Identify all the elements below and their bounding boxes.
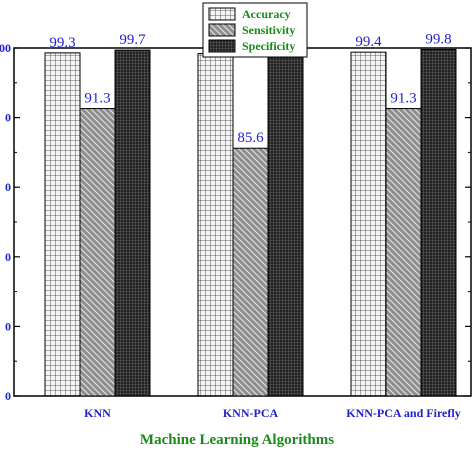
data-label-specificity-1: 99.7 <box>119 32 146 48</box>
bar-specificity-3 <box>420 48 457 397</box>
y-tick-label: 0 <box>5 389 11 403</box>
data-label-accuracy-3: 99.4 <box>355 34 382 50</box>
legend-label-sensitivity: Sensitivity <box>242 23 295 37</box>
legend-label-specificity: Specificity <box>242 39 295 53</box>
data-label-sensitivity-3: 91.3 <box>390 91 416 107</box>
x-axis-label: Machine Learning Algorithms <box>140 432 334 448</box>
x-tick-label: KNN-PCA <box>223 406 279 420</box>
y-tick-label: 0 <box>5 180 11 194</box>
data-label-accuracy-1: 99.3 <box>49 35 75 51</box>
bar-sensitivity-3 <box>385 108 422 397</box>
legend-label-accuracy: Accuracy <box>242 7 291 21</box>
x-tick-label: KNN-PCA and Firefly <box>346 406 460 420</box>
x-tick-labels: KNN KNN-PCA KNN-PCA and Firefly <box>84 406 461 420</box>
y-tick-label: 0 <box>5 250 11 264</box>
bar-accuracy-2 <box>197 53 234 397</box>
y-tick-label: 0 <box>5 319 11 333</box>
bar-accuracy-1 <box>44 52 81 397</box>
bar-sensitivity-1 <box>79 108 116 397</box>
y-tick-label: 0 <box>5 111 11 125</box>
bars-group <box>44 48 457 397</box>
bar-sensitivity-2 <box>232 147 269 397</box>
legend-swatch-sensitivity <box>208 23 236 37</box>
data-label-specificity-3: 99.8 <box>425 31 451 47</box>
legend-swatch-specificity <box>208 39 236 53</box>
bar-accuracy-3 <box>350 51 387 397</box>
x-tick-label: KNN <box>84 406 111 420</box>
y-tick-label: 00 <box>0 41 11 55</box>
bar-specificity-1 <box>114 49 151 397</box>
legend-swatch-accuracy <box>208 7 236 21</box>
data-label-sensitivity-2: 85.6 <box>237 130 264 146</box>
legend: Accuracy Sensitivity Specificity <box>202 2 308 58</box>
bar-specificity-2 <box>267 49 304 397</box>
data-label-sensitivity-1: 91.3 <box>84 91 110 107</box>
